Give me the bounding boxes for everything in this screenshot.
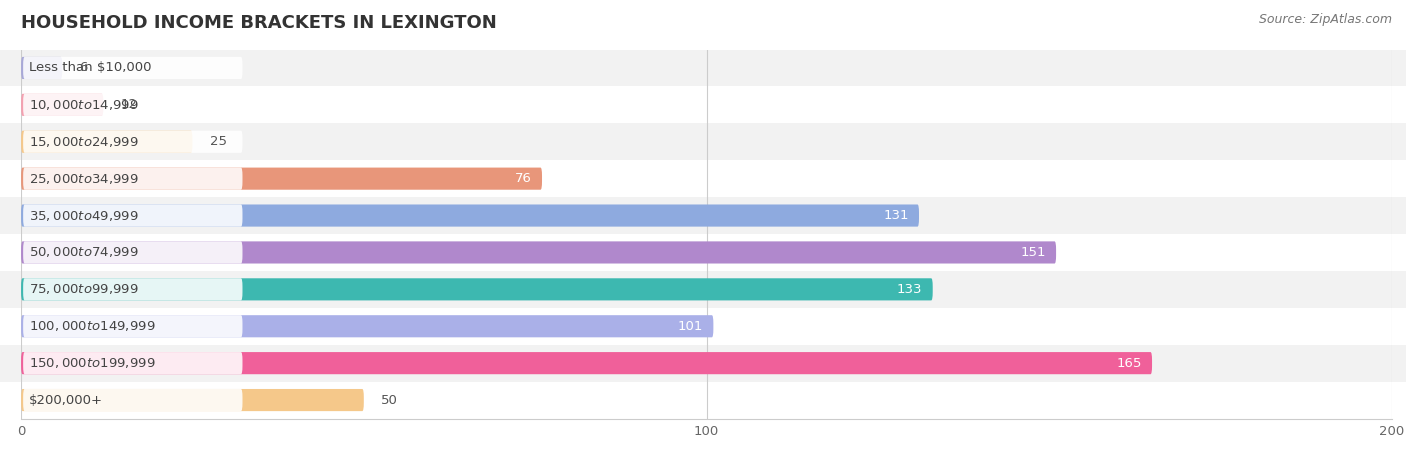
Text: 25: 25: [209, 135, 226, 148]
Text: $150,000 to $199,999: $150,000 to $199,999: [30, 356, 156, 370]
Text: Source: ZipAtlas.com: Source: ZipAtlas.com: [1258, 14, 1392, 27]
Text: 12: 12: [121, 99, 138, 111]
Text: $100,000 to $149,999: $100,000 to $149,999: [30, 319, 156, 333]
Text: 165: 165: [1116, 357, 1142, 369]
FancyBboxPatch shape: [0, 50, 1406, 86]
Text: 76: 76: [515, 172, 531, 185]
FancyBboxPatch shape: [0, 345, 1406, 382]
Text: $50,000 to $74,999: $50,000 to $74,999: [30, 245, 139, 260]
Text: Less than $10,000: Less than $10,000: [30, 62, 152, 74]
FancyBboxPatch shape: [0, 86, 1406, 123]
FancyBboxPatch shape: [21, 94, 104, 116]
FancyBboxPatch shape: [21, 352, 1152, 374]
FancyBboxPatch shape: [21, 130, 193, 153]
Text: 6: 6: [79, 62, 87, 74]
FancyBboxPatch shape: [22, 315, 242, 338]
FancyBboxPatch shape: [0, 308, 1406, 345]
Text: 101: 101: [678, 320, 703, 333]
Text: $15,000 to $24,999: $15,000 to $24,999: [30, 135, 139, 149]
FancyBboxPatch shape: [21, 57, 62, 79]
FancyBboxPatch shape: [22, 57, 242, 79]
FancyBboxPatch shape: [0, 234, 1406, 271]
FancyBboxPatch shape: [0, 382, 1406, 418]
FancyBboxPatch shape: [0, 160, 1406, 197]
Text: 133: 133: [897, 283, 922, 296]
FancyBboxPatch shape: [21, 315, 713, 338]
FancyBboxPatch shape: [22, 204, 242, 227]
FancyBboxPatch shape: [0, 197, 1406, 234]
Text: 50: 50: [381, 394, 398, 406]
FancyBboxPatch shape: [0, 123, 1406, 160]
Text: $75,000 to $99,999: $75,000 to $99,999: [30, 282, 139, 297]
FancyBboxPatch shape: [21, 241, 1056, 264]
FancyBboxPatch shape: [21, 204, 920, 227]
FancyBboxPatch shape: [22, 352, 242, 374]
FancyBboxPatch shape: [22, 167, 242, 190]
FancyBboxPatch shape: [22, 130, 242, 153]
FancyBboxPatch shape: [22, 94, 242, 116]
FancyBboxPatch shape: [21, 278, 932, 301]
FancyBboxPatch shape: [22, 241, 242, 264]
Text: 131: 131: [883, 209, 908, 222]
FancyBboxPatch shape: [22, 389, 242, 411]
Text: 151: 151: [1021, 246, 1046, 259]
FancyBboxPatch shape: [21, 389, 364, 411]
Text: $35,000 to $49,999: $35,000 to $49,999: [30, 208, 139, 223]
FancyBboxPatch shape: [0, 271, 1406, 308]
Text: $25,000 to $34,999: $25,000 to $34,999: [30, 171, 139, 186]
Text: $200,000+: $200,000+: [30, 394, 103, 406]
FancyBboxPatch shape: [22, 278, 242, 301]
FancyBboxPatch shape: [21, 167, 543, 190]
Text: $10,000 to $14,999: $10,000 to $14,999: [30, 98, 139, 112]
Text: HOUSEHOLD INCOME BRACKETS IN LEXINGTON: HOUSEHOLD INCOME BRACKETS IN LEXINGTON: [21, 14, 496, 32]
